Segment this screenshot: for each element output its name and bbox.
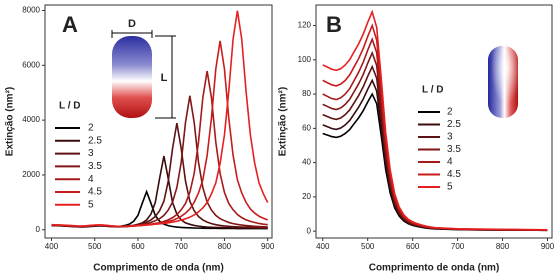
legend-label: 5 <box>88 199 94 210</box>
legend-label: 4 <box>88 174 94 185</box>
y-tick-label: 0 <box>307 226 312 235</box>
y-tick-label: 20 <box>302 192 311 201</box>
y-tick-label: 6000 <box>22 60 40 69</box>
x-tick-label: 400 <box>45 242 59 251</box>
y-tick-label: 120 <box>298 21 312 30</box>
y-tick-label: 40 <box>302 158 311 167</box>
x-tick-label: 600 <box>406 242 420 251</box>
x-axis-title: Comprimento de onda (nm) <box>93 263 224 274</box>
x-tick-label: 700 <box>175 242 189 251</box>
nanorod <box>112 36 152 118</box>
legend-label: 2 <box>447 107 453 118</box>
x-tick-label: 800 <box>218 242 232 251</box>
legend-label: 3.5 <box>447 144 461 155</box>
legend-label: 2.5 <box>447 119 461 130</box>
x-tick-label: 700 <box>451 242 465 251</box>
legend-label: 4.5 <box>88 187 102 198</box>
y-axis-title: Extinção (nm²) <box>278 87 289 156</box>
spectrum-line <box>51 10 269 228</box>
legend-label: 4 <box>447 157 453 168</box>
legend-label: 4.5 <box>447 169 461 180</box>
y-tick-label: 2000 <box>22 170 40 179</box>
rod-a: D L <box>111 18 176 119</box>
plot-frame <box>315 4 553 239</box>
panel: 400 500 600 700 800 900 0 20 40 60 80 100 120 Comprim… <box>278 4 555 274</box>
spectrum-line <box>51 95 268 228</box>
legend-label: 2 <box>88 123 94 134</box>
y-axis-title: Extinção (nm²) <box>5 87 16 156</box>
x-axis-title: Comprimento de onda (nm) <box>369 263 500 274</box>
panel: 400 500 600 700 800 900 0 2000 4000 6000 8000 Compr… <box>5 4 275 274</box>
annotation-d: D <box>128 18 136 30</box>
y-tick-label: 4000 <box>22 115 40 124</box>
x-tick-label: 400 <box>316 242 330 251</box>
x-tick-label: 600 <box>131 242 145 251</box>
y-tick-label: 0 <box>36 225 41 234</box>
y-tick-label: 80 <box>302 89 311 98</box>
legend-label: 5 <box>447 182 453 193</box>
legend-label: 2.5 <box>88 135 102 146</box>
x-tick-label: 500 <box>88 242 102 251</box>
annotation-l: L <box>161 72 168 84</box>
x-tick-label: 900 <box>261 242 275 251</box>
panel-letter: A <box>62 12 78 37</box>
legend-title: L / D <box>59 101 80 112</box>
legend-label: 3 <box>88 148 94 159</box>
legend-label: 3 <box>447 132 453 143</box>
rod-b <box>488 46 518 118</box>
x-tick-label: 500 <box>361 242 375 251</box>
x-tick-label: 900 <box>541 242 555 251</box>
panel-letter: B <box>326 12 342 37</box>
legend-title: L / D <box>422 85 443 96</box>
y-tick-label: 100 <box>298 55 312 64</box>
legend-label: 3.5 <box>88 161 102 172</box>
y-tick-label: 8000 <box>22 6 40 15</box>
spectrum-line <box>51 40 268 228</box>
y-tick-label: 60 <box>302 123 311 132</box>
spectrum-line <box>51 70 268 228</box>
nanorod-highlight <box>488 46 518 118</box>
x-tick-label: 800 <box>496 242 510 251</box>
plot-frame <box>44 4 273 239</box>
spectrum-line <box>322 9 548 231</box>
